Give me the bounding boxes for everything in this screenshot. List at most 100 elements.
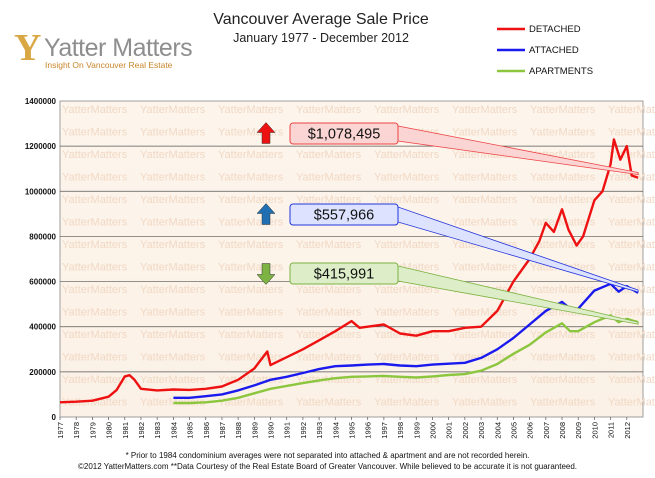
watermark-text: YatterMatters — [140, 194, 206, 206]
annotation-layer: $1,078,495 $557,966 $415,991 — [256, 122, 639, 325]
watermark-text: YatterMatters — [218, 397, 284, 409]
watermark-text: YatterMatters — [62, 307, 128, 319]
x-tick-label: 1995 — [348, 422, 357, 439]
watermark-text: YatterMatters — [608, 104, 655, 116]
watermark-text: YatterMatters — [452, 262, 518, 274]
watermark-text: YatterMatters — [62, 217, 128, 229]
watermark-text: YatterMatters — [62, 194, 128, 206]
x-tick-label: 1991 — [283, 422, 292, 439]
watermark-text: YatterMatters — [452, 374, 518, 386]
watermark-text: YatterMatters — [140, 239, 206, 251]
x-tick-label: 1985 — [186, 422, 195, 439]
watermark-text: YatterMatters — [608, 239, 655, 251]
x-tick-label: 2011 — [607, 422, 616, 438]
x-tick-label: 2002 — [461, 422, 470, 439]
watermark-text: YatterMatters — [374, 307, 440, 319]
x-tick-label: 1992 — [299, 422, 308, 439]
watermark-text: YatterMatters — [140, 172, 206, 184]
watermark-text: YatterMatters — [62, 329, 128, 341]
watermark-text: YatterMatters — [62, 172, 128, 184]
footnote-condo: * Prior to 1984 condominium averages wer… — [125, 451, 530, 460]
series-line-detached — [59, 138, 639, 404]
watermark-text: YatterMatters — [218, 194, 284, 206]
x-tick-label: 2006 — [526, 422, 535, 439]
watermark-text: YatterMatters — [218, 149, 284, 161]
watermark-text: YatterMatters — [218, 284, 284, 296]
callout-value: $557,966 — [314, 208, 374, 224]
x-tick-label: 1999 — [412, 422, 421, 439]
x-tick-label: 2010 — [590, 422, 599, 439]
watermark-text: YatterMatters — [374, 104, 440, 116]
watermark-text: YatterMatters — [608, 217, 655, 229]
x-tick-label: 2009 — [574, 422, 583, 439]
legend-label: DETACHED — [529, 24, 581, 35]
x-tick-label: 1979 — [88, 422, 97, 439]
watermark-text: YatterMatters — [374, 239, 440, 251]
watermark-text: YatterMatters — [608, 262, 655, 274]
watermark-text: YatterMatters — [218, 307, 284, 319]
watermark-text: YatterMatters — [452, 397, 518, 409]
watermark-text: YatterMatters — [296, 307, 362, 319]
watermark-text: YatterMatters — [218, 172, 284, 184]
x-tick-label: 2004 — [493, 422, 502, 439]
legend-label: APARTMENTS — [529, 66, 593, 77]
watermark-text: YatterMatters — [140, 374, 206, 386]
watermark-text: YatterMatters — [62, 127, 128, 139]
x-tick-label: 1984 — [169, 422, 178, 439]
callout-value: $1,078,495 — [308, 127, 381, 143]
watermark-text: YatterMatters — [218, 217, 284, 229]
watermark-text: YatterMatters — [218, 374, 284, 386]
x-tick-label: 1980 — [105, 422, 114, 439]
callout-box — [289, 262, 399, 285]
watermark-text: YatterMatters — [62, 104, 128, 116]
watermark-text: YatterMatters — [608, 329, 655, 341]
x-tick-label: 1981 — [121, 422, 130, 439]
x-tick-label: 1987 — [218, 422, 227, 439]
arrow-up-icon — [256, 122, 276, 144]
watermark-text: YatterMatters — [140, 352, 206, 364]
watermark-text: YatterMatters — [140, 149, 206, 161]
legend-label: ATTACHED — [529, 45, 579, 56]
y-tick-label: 1200000 — [25, 142, 57, 151]
watermark-text: YatterMatters — [218, 262, 284, 274]
watermark-text: YatterMatters — [296, 104, 362, 116]
watermark-text: YatterMatters — [218, 104, 284, 116]
watermark-text: YatterMatters — [452, 307, 518, 319]
x-tick-label: 1990 — [267, 422, 276, 439]
chart-title: Vancouver Average Sale Price — [213, 11, 429, 28]
watermark-text: YatterMatters — [62, 149, 128, 161]
watermark-text: YatterMatters — [374, 149, 440, 161]
legend: DETACHED ATTACHED APARTMENTS — [497, 24, 593, 77]
watermark-text: YatterMatters — [452, 329, 518, 341]
watermark-text: YatterMatters — [140, 284, 206, 296]
watermark-text: YatterMatters — [530, 397, 596, 409]
x-tick-label: 1986 — [202, 422, 211, 439]
watermark-text: YatterMatters — [452, 172, 518, 184]
x-tick-label: 2003 — [477, 422, 486, 439]
watermark-text: YatterMatters — [140, 397, 206, 409]
watermark-text: YatterMatters — [530, 284, 596, 296]
watermark-text: YatterMatters — [608, 374, 655, 386]
watermark-text: YatterMatters — [374, 194, 440, 206]
x-tick-label: 1989 — [250, 422, 259, 439]
grid-layer — [60, 145, 643, 373]
watermark-text: YatterMatters — [218, 352, 284, 364]
x-tick-label: 1996 — [364, 422, 373, 439]
series-line-apartments — [173, 314, 639, 405]
x-tick-label: 2007 — [542, 422, 551, 439]
watermark-text: YatterMatters — [374, 397, 440, 409]
watermark-text: YatterMatters — [296, 172, 362, 184]
watermark-text: YatterMatters — [452, 127, 518, 139]
arrow-up-icon — [256, 203, 276, 225]
watermark-text: YatterMatters — [62, 262, 128, 274]
watermark-text: YatterMatters — [608, 172, 655, 184]
x-tick-label: 2012 — [623, 422, 632, 439]
watermark-text: YatterMatters — [140, 262, 206, 274]
watermark-text: YatterMatters — [62, 352, 128, 364]
watermark-text: YatterMatters — [374, 352, 440, 364]
watermark-text: YatterMatters — [608, 307, 655, 319]
watermark-text: YatterMatters — [140, 127, 206, 139]
footnote-copyright: ©2012 YatterMatters.com **Data Courtesy … — [77, 462, 578, 471]
x-tick-label: 1978 — [72, 422, 81, 439]
watermark-text: YatterMatters — [140, 104, 206, 116]
